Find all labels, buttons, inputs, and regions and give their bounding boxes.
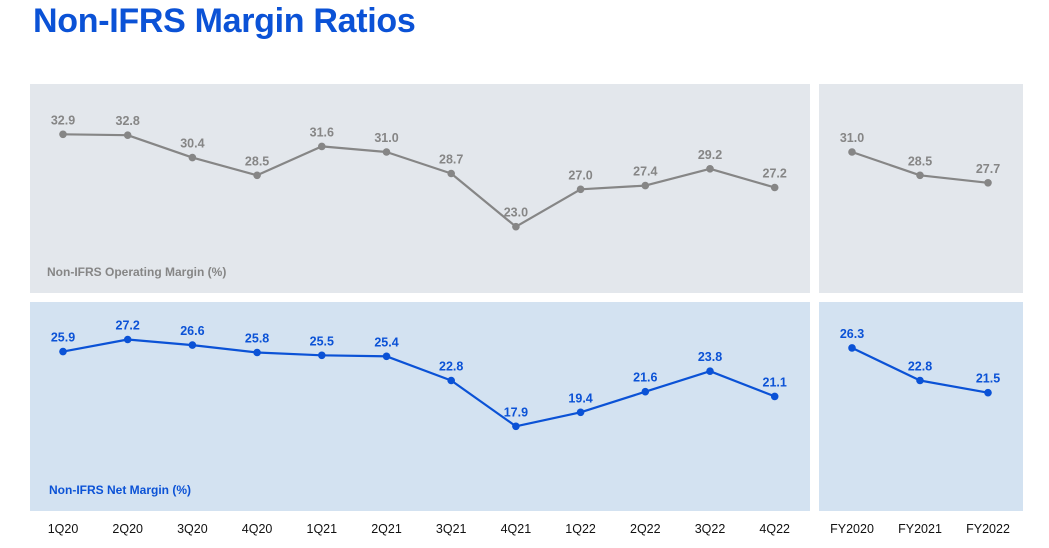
net-fy-data-label-FY2022: 21.5 (976, 372, 1000, 386)
net-q-data-label-3Q22: 23.8 (698, 350, 722, 364)
op-q-data-label-1Q20: 32.9 (51, 113, 75, 127)
op-q-data-label-4Q22: 27.2 (763, 167, 787, 181)
x-tick-label-4Q20: 4Q20 (242, 522, 273, 536)
net-q-data-label-2Q21: 25.4 (374, 335, 398, 349)
operating-margin-quarterly-series: 32.9 32.8 30.4 28.5 31.6 31.0 28.7 23.0 27.0 27.4… (51, 113, 787, 231)
op-fy-point-FY2021 (916, 171, 924, 180)
op-q-point-2Q20 (123, 131, 132, 139)
op-q-data-label-4Q21: 23.0 (504, 206, 528, 220)
net-margin-annual-panel (819, 302, 1023, 511)
page-title: Non-IFRS Margin Ratios (33, 2, 416, 40)
op-q-data-label-1Q22: 27.0 (568, 168, 592, 182)
op-q-point-4Q21 (512, 222, 520, 231)
x-tick-label-FY2022: FY2022 (966, 522, 1010, 536)
op-q-data-label-1Q21: 31.6 (310, 125, 334, 139)
x-tick-label-4Q22: 4Q22 (759, 522, 790, 536)
op-q-data-label-3Q20: 30.4 (180, 137, 204, 151)
x-tick-label-3Q20: 3Q20 (177, 522, 208, 536)
op-q-point-1Q21 (318, 142, 326, 151)
x-tick-label-3Q21: 3Q21 (436, 522, 467, 536)
net-margin-quarterly-panel (30, 302, 810, 511)
op-q-data-label-3Q22: 29.2 (698, 148, 722, 162)
x-tick-label-FY2020: FY2020 (830, 522, 874, 536)
net-margin-title: Non-IFRS Net Margin (%) (49, 483, 191, 497)
net-q-line (62, 338, 776, 428)
net-fy-point-FY2022 (984, 388, 992, 397)
x-tick-label-2Q22: 2Q22 (630, 522, 661, 536)
op-q-point-2Q22 (641, 181, 650, 190)
net-q-data-label-3Q21: 22.8 (439, 360, 463, 374)
net-q-point-1Q22 (576, 408, 585, 417)
net-q-point-2Q21 (382, 352, 391, 361)
operating-margin-annual-panel (819, 84, 1023, 293)
net-fy-point-FY2020 (848, 344, 856, 352)
operating-margin-annual-series: 31.0 28.5 27.7 (840, 131, 1000, 187)
net-q-data-label-4Q21: 17.9 (504, 405, 528, 419)
op-q-point-3Q21 (447, 169, 456, 178)
op-q-point-4Q20 (253, 171, 261, 180)
net-q-point-3Q20 (188, 341, 197, 349)
op-q-data-label-2Q20: 32.8 (116, 114, 140, 128)
x-tick-label-1Q22: 1Q22 (565, 522, 596, 536)
net-q-point-4Q22 (770, 392, 779, 401)
x-tick-label-4Q21: 4Q21 (501, 522, 532, 536)
net-q-data-label-2Q20: 27.2 (116, 319, 140, 333)
op-fy-data-label-FY2022: 27.7 (976, 162, 1000, 176)
x-tick-label-1Q20: 1Q20 (48, 522, 79, 536)
op-fy-data-label-FY2020: 31.0 (840, 131, 864, 145)
net-q-data-label-1Q20: 25.9 (51, 331, 75, 345)
net-q-point-2Q20 (123, 335, 132, 344)
net-q-data-label-3Q20: 26.6 (180, 324, 204, 338)
net-q-data-label-4Q22: 21.1 (763, 375, 787, 389)
net-fy-data-label-FY2021: 22.8 (908, 360, 932, 374)
net-q-data-label-2Q22: 21.6 (633, 371, 657, 385)
x-tick-label-FY2021: FY2021 (898, 522, 942, 536)
net-q-point-4Q20 (253, 348, 261, 357)
op-q-point-1Q20 (59, 130, 67, 139)
net-q-point-1Q20 (59, 347, 67, 356)
x-axis-tick-labels: 1Q20 2Q20 3Q20 4Q20 1Q21 2Q21 3Q21 4Q21 1Q22 2Q22… (48, 522, 1010, 536)
op-q-data-label-2Q22: 27.4 (633, 165, 657, 179)
operating-margin-title: Non-IFRS Operating Margin (%) (47, 265, 226, 279)
op-q-data-label-4Q20: 28.5 (245, 154, 269, 168)
op-q-data-label-3Q21: 28.7 (439, 153, 463, 167)
net-q-point-3Q22 (706, 367, 714, 376)
op-q-point-4Q22 (770, 183, 779, 192)
net-fy-data-label-FY2020: 26.3 (840, 327, 864, 341)
x-tick-label-3Q22: 3Q22 (695, 522, 726, 536)
net-margin-quarterly-series: 25.9 27.2 26.6 25.8 25.5 25.4 22.8 17.9 19.4 21.6… (51, 319, 787, 431)
net-fy-point-FY2021 (916, 376, 924, 385)
x-tick-label-1Q21: 1Q21 (307, 522, 338, 536)
net-margin-annual-series: 26.3 22.8 21.5 (840, 327, 1000, 397)
op-q-data-label-2Q21: 31.0 (374, 131, 398, 145)
op-q-point-1Q22 (576, 185, 585, 194)
op-fy-point-FY2022 (984, 179, 992, 187)
op-q-point-2Q21 (382, 148, 391, 156)
op-fy-point-FY2020 (848, 148, 856, 156)
x-tick-label-2Q21: 2Q21 (371, 522, 402, 536)
op-q-line (62, 133, 776, 228)
net-q-data-label-1Q21: 25.5 (310, 334, 334, 348)
net-q-point-1Q21 (318, 351, 326, 360)
net-q-point-3Q21 (447, 376, 456, 385)
op-q-point-3Q20 (188, 153, 197, 162)
x-tick-label-2Q20: 2Q20 (112, 522, 143, 536)
net-q-point-4Q21 (512, 422, 520, 431)
net-q-data-label-4Q20: 25.8 (245, 332, 269, 346)
net-q-data-label-1Q22: 19.4 (568, 391, 592, 405)
operating-margin-quarterly-panel (30, 84, 810, 293)
net-q-point-2Q22 (641, 387, 650, 396)
op-q-point-3Q22 (706, 165, 714, 173)
op-fy-data-label-FY2021: 28.5 (908, 154, 932, 168)
